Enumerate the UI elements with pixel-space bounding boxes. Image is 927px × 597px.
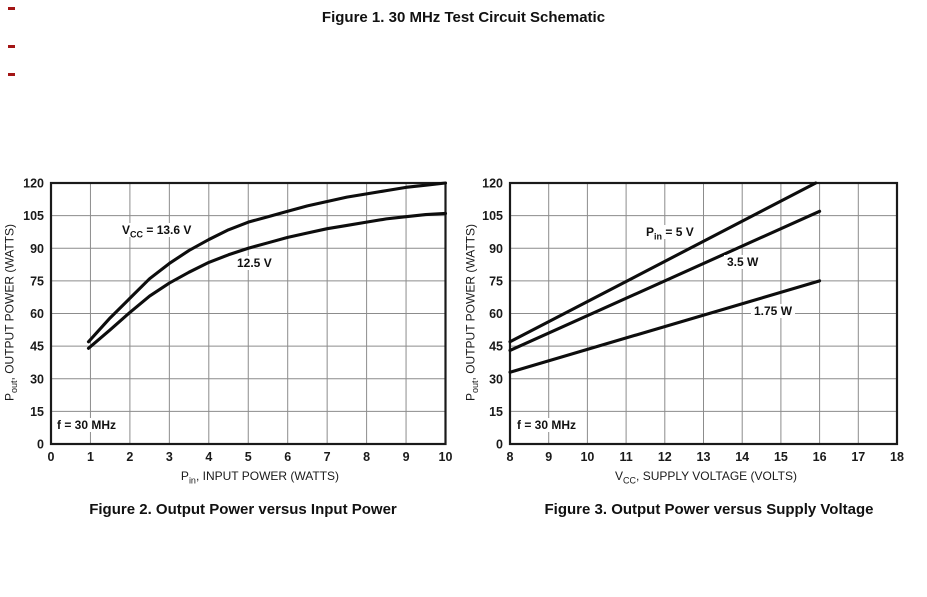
margin-change-mark — [8, 45, 15, 48]
fig3-curve-label-3-5w: 3.5 W — [724, 255, 762, 269]
svg-text:90: 90 — [489, 242, 503, 256]
svg-text:16: 16 — [813, 450, 827, 464]
fig2-y-axis-title-sub: out — [8, 380, 19, 393]
svg-text:120: 120 — [482, 177, 503, 191]
fig3-x-axis-title: VCC, SUPPLY VOLTAGE (VOLTS) — [556, 469, 856, 486]
fig2-x-axis-title-rest: , INPUT POWER (WATTS) — [195, 469, 340, 483]
svg-text:60: 60 — [489, 307, 503, 321]
fig2-curve-label-vcc-rest: = 13.6 V — [143, 223, 192, 237]
svg-text:6: 6 — [284, 450, 291, 464]
margin-change-mark — [8, 73, 15, 76]
figure1-title: Figure 1. 30 MHz Test Circuit Schematic — [321, 9, 606, 26]
svg-text:8: 8 — [363, 450, 370, 464]
figure2-caption: Figure 2. Output Power versus Input Powe… — [89, 501, 397, 518]
fig2-x-axis-title-main: P — [180, 469, 189, 483]
svg-text:45: 45 — [30, 340, 44, 354]
svg-text:15: 15 — [774, 450, 788, 464]
svg-text:7: 7 — [324, 450, 331, 464]
svg-text:60: 60 — [30, 307, 44, 321]
svg-text:0: 0 — [48, 450, 55, 464]
fig2-y-axis-title-rest: , OUTPUT POWER (WATTS) — [2, 224, 17, 381]
fig3-curve-label-1-75w: 1.75 W — [751, 304, 796, 318]
fig2-curve-label-vcc-sub: CC — [130, 229, 144, 240]
svg-text:3: 3 — [166, 450, 173, 464]
fig3-y-axis-title: Pout, OUTPUT POWER (WATTS) — [463, 195, 480, 431]
svg-text:120: 120 — [23, 177, 44, 191]
svg-text:5: 5 — [245, 450, 252, 464]
fig3-x-axis-title-rest: , SUPPLY VOLTAGE (VOLTS) — [636, 469, 797, 483]
svg-text:90: 90 — [30, 242, 44, 256]
svg-text:105: 105 — [23, 209, 44, 223]
svg-text:14: 14 — [735, 450, 749, 464]
fig3-curve-label-pin-rest: = 5 V — [662, 225, 694, 239]
svg-text:0: 0 — [37, 438, 44, 452]
svg-text:11: 11 — [619, 450, 632, 464]
fig3-frequency-note: f = 30 MHz — [514, 418, 580, 432]
svg-text:30: 30 — [30, 372, 44, 386]
svg-text:17: 17 — [851, 450, 865, 464]
svg-text:18: 18 — [890, 450, 904, 464]
fig2-curve-label-vcc-13-6: VCC = 13.6 V — [119, 223, 195, 240]
svg-text:75: 75 — [489, 274, 503, 288]
svg-text:45: 45 — [489, 340, 503, 354]
svg-text:8: 8 — [507, 450, 514, 464]
fig3-x-axis-title-main: V — [615, 469, 624, 483]
figure3-caption: Figure 3. Output Power versus Supply Vol… — [544, 501, 874, 518]
fig2-curve-label-vcc-12-5: 12.5 V — [234, 256, 275, 270]
fig3-x-axis-title-sub: CC — [623, 475, 637, 486]
fig3-y-axis-title-main: P — [463, 392, 478, 401]
svg-text:0: 0 — [496, 438, 503, 452]
fig2-x-axis-title-sub: in — [188, 475, 196, 486]
fig3-curve-label-pin-5: Pin = 5 V — [643, 225, 697, 242]
svg-text:2: 2 — [126, 450, 133, 464]
svg-text:15: 15 — [489, 405, 503, 419]
fig2-x-axis-title: Pin, INPUT POWER (WATTS) — [110, 469, 410, 486]
svg-text:13: 13 — [697, 450, 711, 464]
fig3-y-axis-title-rest: , OUTPUT POWER (WATTS) — [463, 224, 478, 381]
fig3-curve-label-pin-main: P — [646, 225, 655, 239]
fig3-curve-label-pin-sub: in — [654, 231, 663, 242]
fig2-y-axis-title: Pout, OUTPUT POWER (WATTS) — [2, 195, 19, 431]
svg-text:12: 12 — [658, 450, 672, 464]
svg-text:10: 10 — [439, 450, 453, 464]
svg-text:9: 9 — [545, 450, 552, 464]
svg-text:10: 10 — [580, 450, 594, 464]
fig3-y-axis-title-sub: out — [469, 380, 480, 393]
fig2-curve-label-vcc-main: V — [122, 223, 131, 237]
svg-text:30: 30 — [489, 372, 503, 386]
svg-text:9: 9 — [403, 450, 410, 464]
svg-text:15: 15 — [30, 405, 44, 419]
margin-change-mark — [8, 7, 15, 10]
svg-text:1: 1 — [87, 450, 94, 464]
svg-text:4: 4 — [205, 450, 212, 464]
fig2-y-axis-title-main: P — [2, 392, 17, 401]
svg-text:75: 75 — [30, 274, 44, 288]
fig2-frequency-note: f = 30 MHz — [54, 418, 120, 432]
svg-text:105: 105 — [482, 209, 503, 223]
